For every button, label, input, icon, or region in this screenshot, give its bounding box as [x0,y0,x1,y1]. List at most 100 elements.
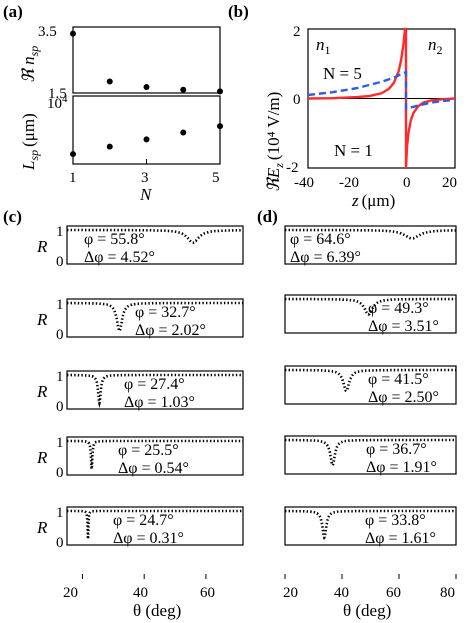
b-xtick-m20: -20 [339,175,359,191]
b-xtick-20: 20 [442,175,457,191]
c-ylabel-r: R [36,237,48,256]
c-panel-dphi-label: Δφ = 0.54° [118,460,189,477]
a-bottom-point [143,136,150,143]
d-panel-dphi-label: Δφ = 3.51° [368,318,439,335]
a-top-point [143,84,150,91]
a-bottom-point [180,129,187,136]
a-top-ylabel: ℜ nsp [19,46,41,83]
c-ylabel-r: R [36,448,48,467]
b-medium-left: n1 [316,35,331,57]
c-xlabel: θ (deg) [133,601,181,620]
b-ytick-m2: -2 [286,160,299,176]
d-xlabel: θ (deg) [343,601,391,620]
c-ytick-0: 0 [56,399,64,415]
b-xlabel: z (μm) [351,191,395,210]
d-xtick-60: 60 [386,585,401,601]
b-xtick-0: 0 [403,175,411,191]
b-medium-right: n2 [428,35,443,57]
d-panel-row-frame [284,225,457,265]
a-top-ytick-low: 1.5 [48,86,67,102]
d-panel-row-frame [284,435,457,475]
d-panel-reflectance-curve [285,438,456,468]
b-ylabel: ℜEz(10⁴ V/m) [264,92,286,192]
a-bottom-point [217,123,223,130]
panel-a-bottom-points [70,123,223,164]
a-xtick-5: 5 [212,170,220,186]
d-xtick-80: 80 [440,585,455,601]
c-ylabel-r: R [36,518,48,537]
a-bottom-ylabel: Lsp(μm) [19,113,41,171]
c-panel-phi-label: φ = 32.7° [135,304,196,321]
c-panel-phi-label: φ = 55.8° [84,231,145,248]
a-xlabel: N [139,185,153,204]
b-label-n1: N = 1 [334,141,373,160]
panel-a: 3.5 1.5 104 1 3 5 N ℜ nsp Lsp(μm) [19,24,223,204]
c-xtick-40: 40 [133,585,148,601]
c-panel-reflectance-curve [67,509,243,540]
d-panel-row-frame [284,506,457,546]
c-panel-dphi-label: Δφ = 1.03° [124,394,195,411]
d-panel-row-frame [284,294,457,334]
d-panel-dphi-label: Δφ = 6.39° [290,249,361,266]
c-panel-row-frame [66,370,244,410]
d-panel-reflectance-curve [285,368,456,393]
c-panel-reflectance-curve [67,301,243,334]
d-panel-phi-label: φ = 64.6° [290,231,351,248]
c-panel-row-frame [66,506,244,546]
c-ylabel-r: R [36,382,48,401]
a-xtick-1: 1 [69,170,77,186]
a-xtick-3: 3 [141,170,149,186]
panel-label-a: (a) [3,2,23,21]
panel-b: 2 0 -2 -40 -20 0 20 z (μm) ℜEz(10⁴ V/m) n… [264,24,457,210]
d-panel-dphi-label: Δφ = 1.61° [365,530,436,547]
a-top-point [180,86,187,93]
c-ytick-1: 1 [56,435,64,451]
c-panel-phi-label: φ = 24.7° [113,512,174,529]
panel-label-c: (c) [3,207,22,226]
d-xtick-40: 40 [334,585,349,601]
d-panel-reflectance-curve [285,297,456,316]
b-series-n5 [307,70,456,111]
c-panel-row-frame [66,298,244,338]
c-panel-row-frame [66,225,244,265]
a-top-point [70,30,76,37]
panel-a-top-points [70,30,223,95]
c-xtick-20: 20 [63,585,78,601]
c-ytick-1: 1 [56,297,64,313]
c-panel-reflectance-curve [67,439,243,470]
c-ytick-0: 0 [56,254,64,270]
d-panel-row-frame [284,365,457,405]
c-panel-phi-label: φ = 27.4° [124,376,185,393]
a-bottom-ytick: 104 [47,93,68,112]
a-top-ytick-high: 3.5 [38,24,57,40]
c-panel-dphi-label: Δφ = 2.02° [135,322,206,339]
d-panel-phi-label: φ = 33.8° [365,512,426,529]
b-ytick-0: 0 [293,92,301,108]
a-top-point [217,88,223,95]
b-label-n5: N = 5 [323,64,362,83]
c-panel-phi-label: φ = 25.5° [118,442,179,459]
b-series-n1 [307,27,456,169]
c-ytick-0: 0 [56,465,64,481]
c-ytick-1: 1 [56,505,64,521]
d-xtick-20: 20 [283,585,298,601]
d-panel-phi-label: φ = 36.7° [366,441,427,458]
d-panel-reflectance-curve [285,509,456,540]
c-ytick-1: 1 [56,224,64,240]
c-ylabel-r: R [36,310,48,329]
b-ytick-2: 2 [293,24,301,40]
c-xtick-60: 60 [200,585,215,601]
panel-label-b: (b) [228,2,249,21]
c-ytick-0: 0 [56,327,64,343]
panel-b-curves [307,27,456,169]
c-panel-dphi-label: Δφ = 4.52° [84,249,155,266]
d-panel-dphi-label: Δφ = 1.91° [366,459,437,476]
panel-a-bottom-frame [72,95,221,165]
panel-a-top-frame [72,26,221,94]
d-panel-phi-label: φ = 49.3° [368,300,429,317]
c-ytick-0: 0 [56,535,64,551]
d-panel-dphi-label: Δφ = 2.50° [368,389,439,406]
a-bottom-point [70,151,76,158]
